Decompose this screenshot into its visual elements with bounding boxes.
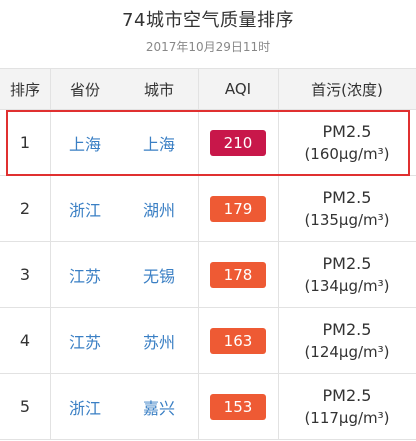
province-link[interactable]: 浙江 <box>68 200 101 220</box>
pollutant-name: PM2.5 <box>322 319 372 339</box>
rank-value: 2 <box>19 199 31 218</box>
table-row: 2 浙江 湖州 179 PM2.5 (135μg/m³) <box>0 176 416 242</box>
pollutant-cell: PM2.5 (134μg/m³) <box>304 253 389 297</box>
column-divider <box>198 242 199 307</box>
column-divider <box>50 69 51 109</box>
rank-value: 5 <box>19 397 31 416</box>
table-row: 1 上海 上海 210 PM2.5 (160μg/m³) <box>0 110 416 176</box>
column-divider <box>50 242 51 307</box>
column-divider <box>198 374 199 439</box>
province-link[interactable]: 上海 <box>68 134 101 154</box>
pollutant-concentration: (134μg/m³) <box>304 276 390 295</box>
column-divider <box>198 176 199 241</box>
aqi-badge: 178 <box>210 261 266 288</box>
column-divider <box>278 110 279 175</box>
pollutant-cell: PM2.5 (117μg/m³) <box>304 385 389 429</box>
rank-value: 4 <box>19 331 31 350</box>
column-divider <box>50 374 51 439</box>
pollutant-name: PM2.5 <box>322 187 372 207</box>
pollutant-name: PM2.5 <box>322 385 372 405</box>
column-divider <box>50 176 51 241</box>
province-link[interactable]: 江苏 <box>68 266 101 286</box>
city-link[interactable]: 嘉兴 <box>142 398 175 418</box>
column-divider <box>278 308 279 373</box>
pollutant-concentration: (160μg/m³) <box>304 144 390 163</box>
pollutant-cell: PM2.5 (135μg/m³) <box>304 187 389 231</box>
aqi-badge: 210 <box>210 129 266 156</box>
city-link[interactable]: 无锡 <box>142 266 175 286</box>
aqi-ranking-table: 排序 省份 城市 AQI 首污(浓度) 1 上海 上海 210 PM2.5 (1… <box>0 68 416 440</box>
pollutant-cell: PM2.5 (160μg/m³) <box>304 121 389 165</box>
header-pollutant: 首污(浓度) <box>311 80 383 99</box>
page-title: 74城市空气质量排序 <box>122 10 294 31</box>
city-link[interactable]: 苏州 <box>142 332 175 352</box>
column-divider <box>198 69 199 109</box>
pollutant-concentration: (117μg/m³) <box>304 408 390 427</box>
column-divider <box>198 110 199 175</box>
column-divider <box>198 308 199 373</box>
table-row: 4 江苏 苏州 163 PM2.5 (124μg/m³) <box>0 308 416 374</box>
column-divider <box>50 110 51 175</box>
rank-value: 1 <box>19 133 31 152</box>
pollutant-name: PM2.5 <box>322 253 372 273</box>
pollutant-concentration: (135μg/m³) <box>304 210 390 229</box>
aqi-badge: 153 <box>210 393 266 420</box>
aqi-badge: 179 <box>210 195 266 222</box>
column-divider <box>278 242 279 307</box>
column-divider <box>50 308 51 373</box>
header-city: 城市 <box>143 80 174 99</box>
city-link[interactable]: 湖州 <box>142 200 175 220</box>
pollutant-name: PM2.5 <box>322 121 372 141</box>
pollutant-cell: PM2.5 (124μg/m³) <box>304 319 389 363</box>
rank-value: 3 <box>19 265 31 284</box>
header-aqi: AQI <box>224 80 252 98</box>
city-link[interactable]: 上海 <box>142 134 175 154</box>
column-divider <box>278 374 279 439</box>
update-timestamp: 2017年10月29日11时 <box>145 40 271 54</box>
column-divider <box>278 69 279 109</box>
header-rank: 排序 <box>9 80 40 99</box>
aqi-badge: 163 <box>210 327 266 354</box>
table-header-row: 排序 省份 城市 AQI 首污(浓度) <box>0 68 416 110</box>
header-province: 省份 <box>69 80 100 99</box>
pollutant-concentration: (124μg/m³) <box>304 342 390 361</box>
province-link[interactable]: 浙江 <box>68 398 101 418</box>
province-link[interactable]: 江苏 <box>68 332 101 352</box>
table-row: 5 浙江 嘉兴 153 PM2.5 (117μg/m³) <box>0 374 416 440</box>
table-row: 3 江苏 无锡 178 PM2.5 (134μg/m³) <box>0 242 416 308</box>
column-divider <box>278 176 279 241</box>
